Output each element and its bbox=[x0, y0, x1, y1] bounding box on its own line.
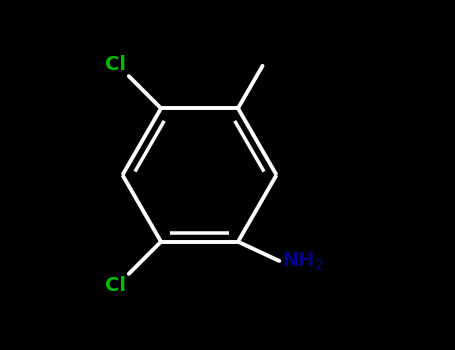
Text: Cl: Cl bbox=[105, 55, 126, 75]
Text: Cl: Cl bbox=[105, 275, 126, 295]
Text: NH$_2$: NH$_2$ bbox=[282, 250, 324, 272]
